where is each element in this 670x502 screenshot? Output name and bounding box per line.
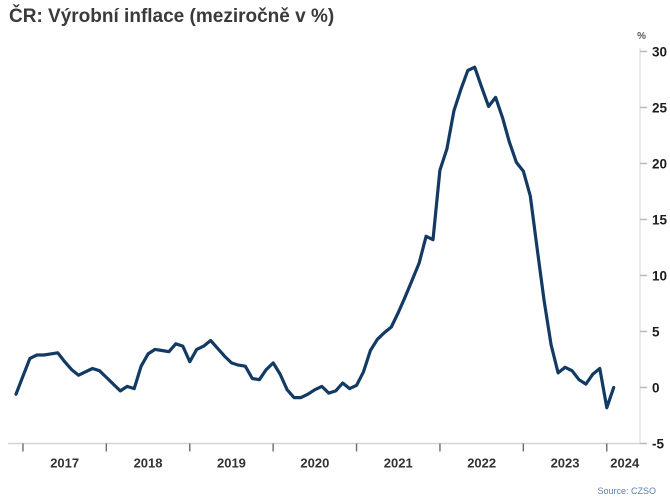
- y-tick-label: 5: [652, 325, 660, 340]
- y-tick-label: 20: [652, 157, 667, 172]
- x-tick-label: 2024: [610, 456, 640, 471]
- x-tick-label: 2018: [134, 456, 163, 471]
- y-axis-unit-label: %: [637, 31, 646, 42]
- y-tick-label: 15: [652, 213, 668, 228]
- chart-title: ČR: Výrobní inflace (meziročně v %): [9, 6, 335, 27]
- x-tick-label: 2019: [217, 456, 246, 471]
- y-tick-label: 30: [652, 45, 667, 60]
- x-tick-label: 2020: [300, 456, 329, 471]
- y-tick-label: 10: [652, 269, 667, 284]
- x-tick-label: 2023: [551, 456, 580, 471]
- x-tick-label: 2022: [467, 456, 496, 471]
- inflation-line: [14, 65, 616, 410]
- y-tick-label: -5: [652, 437, 664, 452]
- x-tick-label: 2021: [384, 456, 413, 471]
- y-tick-label: 25: [652, 101, 668, 116]
- x-tick-label: 2017: [50, 456, 79, 471]
- source-credit: Source: CZSO: [597, 486, 656, 496]
- y-tick-label: 0: [652, 381, 660, 396]
